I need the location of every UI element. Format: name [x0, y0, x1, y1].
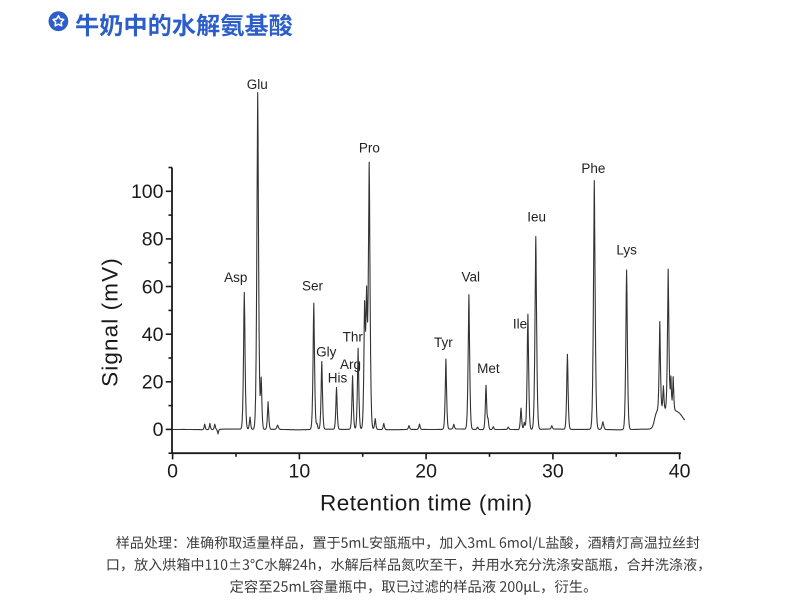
- svg-text:His: His: [328, 370, 348, 385]
- svg-text:40: 40: [142, 324, 164, 346]
- svg-text:80: 80: [142, 229, 164, 251]
- svg-text:Asp: Asp: [224, 270, 247, 285]
- svg-text:Ser: Ser: [302, 278, 324, 293]
- svg-text:Glu: Glu: [247, 77, 268, 92]
- svg-text:Pro: Pro: [359, 140, 380, 155]
- svg-text:0: 0: [153, 419, 164, 441]
- svg-text:40: 40: [669, 461, 691, 483]
- svg-text:Tyr: Tyr: [434, 335, 453, 350]
- svg-text:0: 0: [167, 461, 178, 483]
- svg-text:Arg: Arg: [340, 357, 361, 372]
- svg-text:60: 60: [142, 276, 164, 298]
- svg-text:Thr: Thr: [343, 329, 364, 344]
- svg-text:Retention time (min): Retention time (min): [320, 491, 533, 516]
- svg-text:Met: Met: [477, 361, 500, 376]
- svg-text:20: 20: [142, 372, 164, 394]
- svg-text:Lys: Lys: [616, 242, 637, 257]
- svg-text:Phe: Phe: [581, 161, 605, 176]
- svg-text:Ile: Ile: [513, 316, 527, 331]
- svg-text:100: 100: [131, 181, 164, 203]
- svg-text:Val: Val: [461, 269, 480, 284]
- svg-text:10: 10: [289, 461, 311, 483]
- svg-text:Ieu: Ieu: [527, 209, 546, 224]
- svg-text:20: 20: [415, 461, 437, 483]
- svg-text:Gly: Gly: [316, 344, 337, 359]
- svg-text:30: 30: [542, 461, 564, 483]
- svg-text:Signal (mV): Signal (mV): [97, 257, 122, 387]
